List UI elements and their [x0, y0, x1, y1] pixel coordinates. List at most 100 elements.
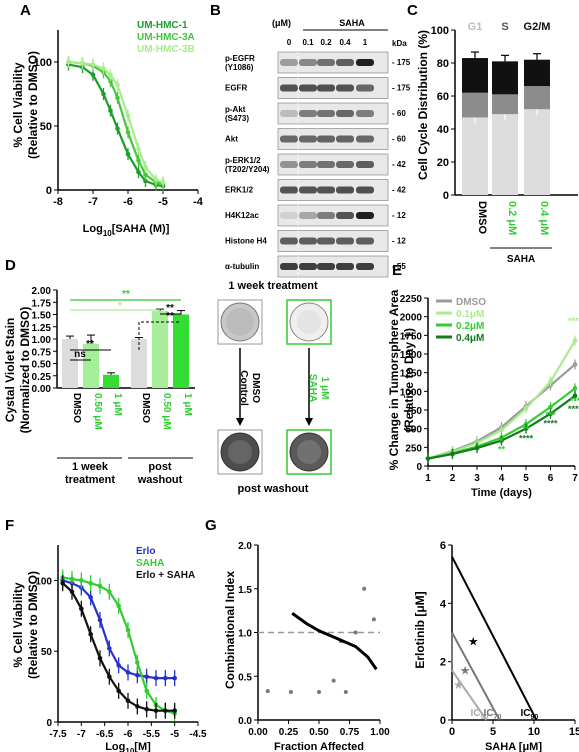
y-tick-label: 1.25 — [32, 323, 52, 334]
legend-label: Erlo + SAHA — [136, 570, 195, 581]
blot-row-label: p-EGFR — [225, 54, 255, 63]
legend-g1: G1 — [468, 21, 483, 33]
blot-band — [317, 212, 335, 219]
y-tick-label: 750 — [405, 406, 422, 417]
dose-label: 0 — [287, 38, 292, 47]
x-tick-label: -6.5 — [96, 729, 114, 740]
y-tick-label: 100 — [35, 576, 52, 587]
blot-band — [317, 263, 335, 270]
x-tick-label: 5 — [490, 726, 496, 738]
ci-point — [265, 689, 270, 694]
x-tick-label: -6 — [123, 196, 133, 208]
series-2-point — [548, 379, 553, 384]
dose-label: 1 — [363, 38, 368, 47]
y-tick-label: 1.0 — [238, 629, 252, 640]
series-2-point — [499, 427, 504, 433]
series-1-point — [572, 362, 578, 367]
bar — [103, 374, 119, 388]
blot-units: (μM) — [272, 18, 291, 28]
series-3-point — [153, 708, 159, 713]
category-label: DMSO — [140, 393, 151, 423]
panel-g1-xlabel: Fraction Affected — [274, 741, 364, 752]
blot-band — [317, 84, 335, 92]
blot-kda: - 42 — [392, 160, 406, 169]
series-3-point — [163, 708, 168, 713]
bar-segment — [462, 92, 488, 118]
series-2-point — [97, 583, 103, 589]
blot-kda-header: kDa — [392, 39, 407, 48]
x-tick-label: 15 — [569, 726, 579, 738]
svg-text:SAHA: SAHA — [307, 374, 318, 402]
panel-e-plot: 1 2 3 4 5 6 7 0 250 500 750 1000 1250 1500 1750 2000 225… — [400, 294, 579, 499]
category-label: DMSO — [71, 393, 82, 423]
y-tick-label: 50 — [40, 121, 52, 133]
isobologram-label: IC90 — [520, 708, 538, 721]
svg-text:1 μM: 1 μM — [319, 377, 330, 400]
blot-band — [280, 84, 298, 92]
series-1-point — [108, 108, 113, 113]
svg-text:Erlotinib [μM]: Erlotinib [μM] — [413, 591, 427, 668]
sig-label: ** — [166, 303, 174, 314]
series-1-point — [125, 151, 131, 157]
y-tick-label: 2250 — [400, 294, 423, 305]
category-label: 1 μM — [182, 393, 193, 416]
panel-a-plot: -8 -7 -6 -5 -4 0 50 100 — [34, 30, 204, 208]
isobologram-90 — [451, 556, 538, 721]
series-4-point — [548, 411, 553, 417]
series-1-point — [144, 674, 149, 679]
y-tick-label: 1500 — [400, 350, 423, 361]
series-3-point — [548, 404, 553, 410]
series-2-point — [135, 660, 140, 665]
sig-label: ** — [522, 424, 530, 434]
blot-band — [280, 237, 298, 245]
panel-label-e: E — [392, 262, 402, 279]
panel-c-ylabel: Cell Cycle Distribution (%) — [416, 30, 430, 180]
blot-band — [356, 263, 374, 270]
category-label: 0.50 μM — [92, 393, 103, 430]
svg-text:DMSO: DMSO — [250, 373, 261, 403]
series-4-point — [450, 451, 455, 457]
blot-band — [336, 237, 354, 245]
series-3-point — [136, 146, 141, 152]
panel-a-ylabel: % Cell Viability (Relative to DMSO) — [11, 51, 40, 159]
series-1-point — [135, 672, 140, 678]
bar-segment — [492, 114, 518, 195]
bar-segment — [492, 61, 518, 95]
series-1-point — [90, 72, 96, 78]
blot-band — [299, 212, 317, 219]
series-3-point — [66, 59, 71, 65]
legend-label: 0.1μM — [456, 309, 484, 320]
x-tick-label: 3 — [474, 473, 480, 484]
category-label: DMSO — [476, 201, 488, 234]
bar-segment — [524, 109, 550, 195]
sig-label: ** — [498, 445, 506, 455]
y-tick-label: 0.0 — [238, 716, 252, 727]
series-1-point — [116, 663, 121, 668]
series-2-point — [136, 158, 141, 163]
legend-g2m: G2/M — [524, 21, 551, 33]
ci-point — [353, 630, 358, 635]
x-tick-label: -4 — [193, 196, 204, 208]
blot-treatment: SAHA — [339, 18, 365, 28]
series-2-point — [115, 95, 120, 101]
sig-label: ns — [74, 349, 86, 360]
blot-band — [280, 161, 298, 168]
y-tick-label: 0.75 — [32, 347, 52, 358]
x-tick-label: -5 — [158, 196, 168, 208]
bar — [131, 339, 147, 388]
series-3-point — [172, 708, 177, 713]
sig-label: *** — [570, 396, 579, 406]
panel-g1-ylabel: Combinational Index — [223, 571, 237, 689]
blot-band — [299, 186, 317, 194]
series-3-point — [60, 580, 65, 586]
panel-label-c: C — [407, 2, 418, 19]
isobologram-70 — [451, 632, 501, 721]
blot-row-label: EGFR — [225, 84, 247, 93]
category-label: 0.2 μM — [506, 201, 518, 235]
x-tick-label: 0.00 — [248, 727, 268, 738]
series-2-point — [572, 338, 578, 343]
panel-g1-plot: 0.00 0.25 0.50 0.75 1.00 0.0 0.5 1.0 1.5 2.0 Fract… — [238, 541, 390, 752]
ci-point — [371, 617, 376, 622]
ci-point — [331, 678, 336, 683]
series-1-point — [97, 617, 103, 623]
